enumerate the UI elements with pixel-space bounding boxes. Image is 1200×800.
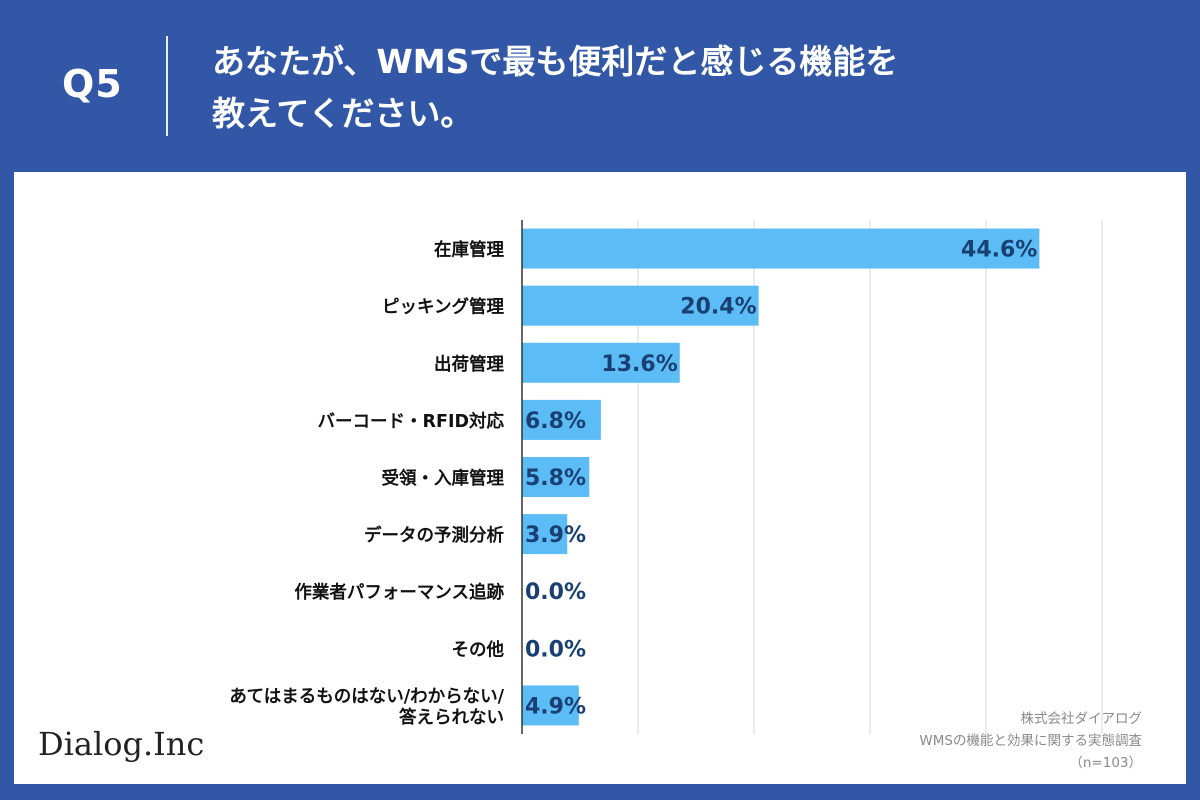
category-label: その他 bbox=[452, 639, 505, 660]
bar bbox=[522, 399, 601, 440]
source-survey: WMSの機能と効果に関する実態調査 bbox=[919, 733, 1142, 749]
category-label: ピッキング管理 bbox=[382, 297, 504, 318]
category-label: 答えられない bbox=[399, 707, 504, 728]
value-label: 44.6% bbox=[961, 238, 1037, 263]
category-label: 出荷管理 bbox=[434, 354, 504, 375]
value-label: 3.9% bbox=[525, 523, 586, 548]
question-line-2: 教えてください。 bbox=[212, 94, 474, 133]
source-note: 株式会社ダイアログ WMSの機能と効果に関する実態調査 （n=103） bbox=[919, 708, 1142, 774]
value-label: 6.8% bbox=[525, 409, 586, 434]
chart-card: 44.6% 在庫管理 20.4% ピッキング管理 13.6% 出荷管理 6.8% バーコード・… bbox=[14, 172, 1186, 784]
value-label: 0.0% bbox=[525, 637, 586, 662]
category-label: 在庫管理 bbox=[434, 240, 504, 261]
header-divider bbox=[166, 36, 168, 136]
category-label: バーコード・RFID対応 bbox=[318, 411, 505, 432]
category-label: 作業者パフォーマンス追跡 bbox=[294, 582, 504, 603]
category-label: 受領・入庫管理 bbox=[382, 468, 505, 489]
category-label: あてはまるものはない/わからない/ bbox=[229, 687, 504, 707]
bar bbox=[522, 285, 759, 326]
question-text: あなたが、WMSで最も便利だと感じる機能を 教えてください。 bbox=[212, 36, 1112, 140]
value-label: 4.9% bbox=[525, 694, 586, 719]
bar bbox=[522, 685, 579, 726]
bar bbox=[522, 342, 680, 383]
bar-chart: 44.6% 在庫管理 20.4% ピッキング管理 13.6% 出荷管理 6.8% バーコード・… bbox=[229, 220, 1103, 734]
bar bbox=[522, 514, 568, 555]
company-logo: Dialog.Inc bbox=[38, 725, 205, 763]
value-label: 5.8% bbox=[525, 466, 586, 491]
source-sample-size: （n=103） bbox=[1069, 755, 1142, 771]
bar bbox=[522, 228, 1040, 269]
category-label: データの予測分析 bbox=[364, 525, 504, 546]
question-line-1: あなたが、WMSで最も便利だと感じる機能を bbox=[212, 42, 899, 81]
question-number: Q5 bbox=[62, 62, 123, 106]
value-label: 0.0% bbox=[525, 580, 586, 605]
value-label: 13.6% bbox=[601, 352, 677, 377]
header: Q5 あなたが、WMSで最も便利だと感じる機能を 教えてください。 bbox=[0, 0, 1200, 170]
source-company: 株式会社ダイアログ bbox=[1020, 711, 1143, 727]
value-label: 20.4% bbox=[680, 295, 756, 320]
bar bbox=[522, 457, 590, 497]
